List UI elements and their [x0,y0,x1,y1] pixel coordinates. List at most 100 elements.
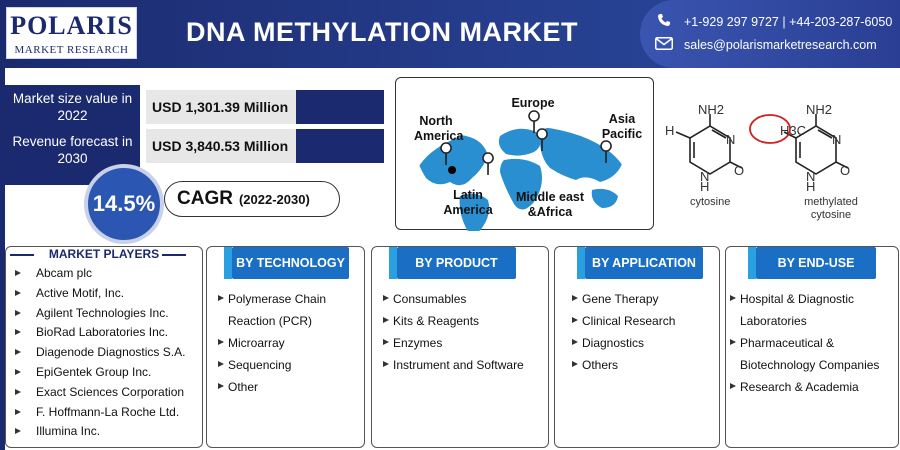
cagr-period: (2022-2030) [238,192,310,207]
pin-middle-east-icon [536,128,548,152]
cytosine-structure-icon [675,114,849,175]
bullet-icon [383,339,389,345]
product-item: Instrument and Software [393,358,524,372]
map-pin-north-america-1 [448,166,457,174]
market-players-panel [5,246,203,448]
methylated-h-bottom: H [806,179,816,194]
cytosine-h: H [665,123,675,138]
pin-asia-pacific-icon [600,140,612,164]
bullet-icon [15,428,21,435]
product-item: Consumables [393,292,467,306]
cytosine-o: O [734,163,745,178]
market-player-item: F. Hoffmann-La Roche Ltd. [36,404,180,419]
application-tab-accent [577,247,585,279]
end-use-item: Research & Academia [740,380,859,394]
end-use-tab-accent [748,247,756,279]
cytosine-h-bottom: H [700,179,710,194]
application-panel [554,246,720,448]
world-map-graphic [414,110,623,231]
map-pins [440,110,612,176]
phone-row[interactable]: +1-929 297 9727 | +44-203-287-6050 [654,13,892,30]
region-europe: Europe [511,96,555,110]
bullet-icon [15,388,21,395]
market-size-label: Market size value in 2022 [12,91,133,123]
bullet-icon [383,361,389,367]
cytosine-n-top: N [726,132,736,147]
bullet-icon [572,295,578,301]
revenue-forecast-box: USD 3,840.53 Million [146,129,384,163]
methylated-h3c: H3C [780,123,807,138]
bullet-icon [15,329,21,336]
market-player-item: Abcam plc [36,266,93,280]
polaris-logo[interactable]: POLARIS MARKET RESEARCH [6,7,137,59]
market-size-value: USD 1,301.39 Million [146,90,296,124]
end-use-item: Hospital & Diagnostic Laboratories [740,292,855,328]
bullet-icon [15,369,21,375]
tab-application[interactable]: BY APPLICATION [585,247,703,279]
application-item: Others [582,358,619,372]
logo-tagline: MARKET RESEARCH [14,44,129,56]
market-player-item: Illumina Inc. [36,424,101,439]
market-players-rule-right [162,254,186,256]
bullet-icon [730,295,736,301]
cytosine-n-bottom: N [700,169,710,184]
methylated-cytosine-label: methylated cytosine [804,196,858,221]
market-player-item: Agilent Technologies Inc. [36,305,169,320]
technology-tab-accent [224,247,232,279]
phone-icon [654,13,674,30]
tab-technology[interactable]: BY TECHNOLOGY [232,247,349,279]
region-asia-pacific: Asia Pacific [601,112,643,141]
bullet-icon [730,339,736,345]
technology-item: Polymerase Chain Reaction (PCR) [228,292,327,328]
market-player-item: Exact Sciences Corporation [36,384,185,399]
bullet-icon [15,289,21,296]
methylated-nh2: NH2 [806,102,833,117]
cagr-pill: CAGR (2022-2030) [164,181,340,217]
market-player-item: EpiGentek Group Inc. [36,365,152,379]
pin-north-america-icon [440,142,452,166]
bullet-icon [572,361,578,367]
bullet-icon [572,317,578,323]
region-latin-america: Latin America [443,188,493,217]
pin-europe-icon [528,110,540,134]
product-item: Enzymes [393,336,443,350]
revenue-forecast-label: Revenue forecast in 2030 [12,134,133,166]
bullet-icon [218,339,224,345]
region-middle-east-africa: Middle east &Africa [515,190,585,219]
contact-block: +1-929 297 9727 | +44-203-287-6050 sales… [640,0,900,68]
revenue-forecast-value: USD 3,840.53 Million [146,129,296,163]
cagr-value-circle: 14.5% [84,164,164,244]
header-bar: POLARIS MARKET RESEARCH DNA METHYLATION … [0,0,900,68]
market-player-item: BioRad Laboratories Inc. [36,325,169,340]
bullet-icon [383,295,389,301]
world-map-panel: North America Europe Asia Pacific Latin … [395,77,654,231]
email-address: sales@polarismarketresearch.com [684,38,877,52]
left-accent-bar [0,68,5,450]
region-north-america: North America [414,114,464,143]
cytosine-label: cytosine [690,196,731,208]
logo-name: POLARIS [10,11,133,40]
methylated-n-top: N [832,132,842,147]
methylated-o: O [840,163,851,178]
cagr-label: CAGR [177,188,233,209]
tab-end-use[interactable]: BY END-USE [756,247,876,279]
bullet-icon [218,295,224,301]
bullet-icon [15,309,21,316]
technology-item: Sequencing [228,358,292,372]
pin-latin-america-icon [482,152,494,176]
cytosine-nh2: NH2 [698,102,725,117]
bullet-icon [383,317,389,323]
market-player-item: Active Motif, Inc. [36,285,125,300]
end-use-panel [725,246,899,448]
market-size-box: USD 1,301.39 Million [146,90,384,124]
email-row[interactable]: sales@polarismarketresearch.com [654,37,877,53]
end-use-item: Pharmaceutical & Biotechnology Companies [740,336,880,372]
application-item: Gene Therapy [582,292,659,306]
technology-panel [206,246,365,448]
methylated-n-bottom: N [806,169,816,184]
product-tab-accent [389,247,397,279]
tab-product[interactable]: BY PRODUCT [397,247,516,279]
methyl-highlight-circle [749,114,791,144]
market-players-title: MARKET PLAYERS [48,247,160,261]
product-item: Kits & Reagents [393,314,480,328]
